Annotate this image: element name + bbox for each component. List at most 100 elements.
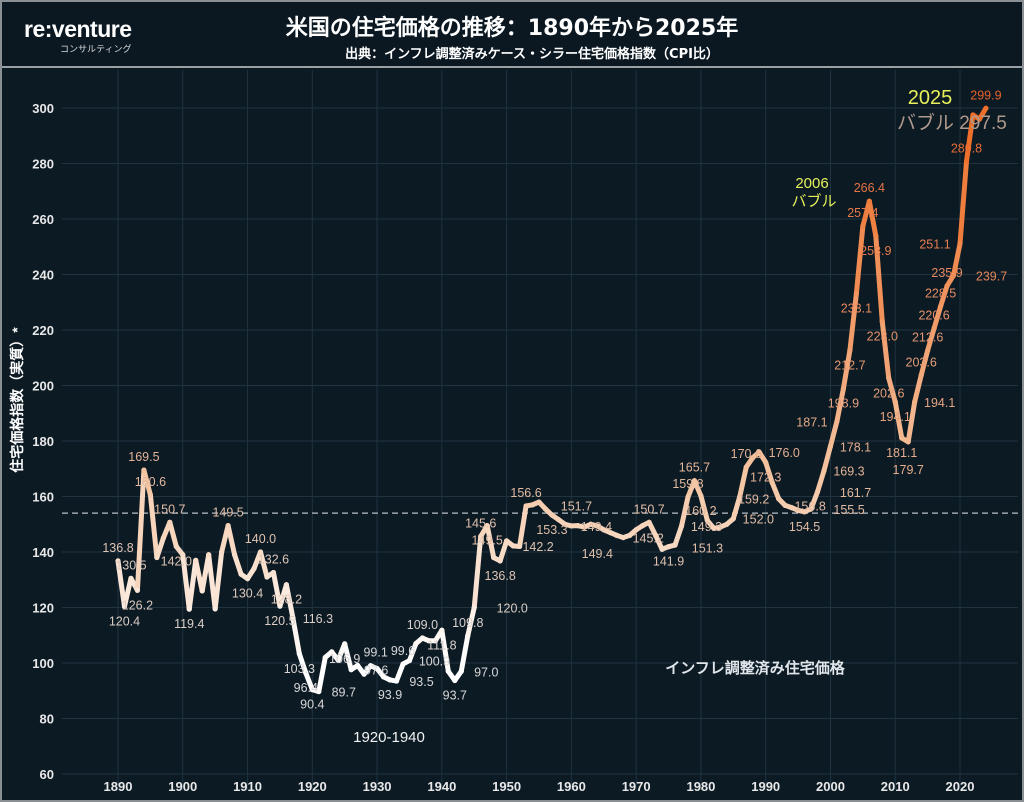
data-label: 97.6 [364,664,388,678]
data-point [368,663,374,669]
x-tick-label: 1980 [686,779,715,794]
data-point [963,158,970,164]
data-point [925,347,931,354]
data-label: 97.0 [474,665,498,679]
data-point [568,523,574,529]
line-segment [458,633,471,674]
line-segment [892,399,905,441]
data-point [491,554,497,561]
data-point [193,557,199,563]
data-point [439,627,445,633]
data-point [627,532,633,538]
data-point [167,519,173,525]
data-label: 141.9 [653,555,684,569]
line-segment [121,575,134,609]
line-segment [296,651,309,676]
data-point [419,635,426,641]
data-point [484,523,490,529]
data-point [121,603,128,609]
data-point [355,662,361,669]
line-segment [225,523,238,558]
data-point [866,198,872,204]
line-segment [497,538,510,564]
data-point [251,566,257,572]
x-tick-label: 1910 [233,779,262,794]
data-point [400,661,406,667]
data-label: 172.3 [750,470,781,484]
data-point [601,527,607,533]
y-tick-label: 120 [32,601,54,616]
data-point [290,615,296,621]
data-label: 136.8 [485,569,516,583]
data-point [581,524,587,530]
data-point [659,546,665,552]
data-label: 149.4 [581,520,612,534]
data-point [983,105,989,111]
line-segment [167,519,179,549]
line-segment [737,464,749,499]
line-segment [763,459,775,486]
line-segment [808,489,821,512]
data-point [860,223,866,229]
data-label: 96.4 [294,681,318,695]
line-segment [678,494,691,529]
line-segment [873,233,885,325]
line-segment [866,198,879,239]
line-segment [517,503,529,549]
data-point [542,506,549,512]
data-label: 120.5 [264,614,295,628]
data-point [154,554,160,561]
data-label: 161.7 [840,486,871,500]
data-label: 128.2 [271,593,302,607]
data-label: 99.1 [363,645,387,659]
data-label: 156.8 [794,499,825,513]
line-segment [691,478,704,499]
data-label: 179.7 [893,463,924,477]
data-point [685,494,691,500]
data-point [652,532,659,538]
data-point [633,527,639,533]
line-segment [147,492,160,561]
logo-subtitle: コンサルティング [60,45,132,55]
x-tick-label: 1950 [492,779,521,794]
logo: re:venture [24,16,132,42]
data-point [465,633,471,639]
data-point [206,552,212,558]
data-label: 149.5 [472,534,503,548]
data-label: 149.4 [582,547,613,561]
data-label: 150.7 [633,502,664,516]
data-label: 106.9 [329,652,360,666]
data-point [115,558,121,564]
data-point [717,524,723,530]
line-segment [290,615,302,657]
data-point [756,449,762,455]
data-label: 187.1 [796,415,827,429]
data-points [115,105,989,695]
data-label: 212.7 [834,358,865,372]
data-point [510,543,516,549]
data-labels: 136.8 120.4 130.5 126.2 169.5 160.6 150.7 142.0… [102,88,1007,711]
data-point [879,319,885,325]
line-segment [815,468,827,495]
data-point [257,549,264,555]
data-label: 251.1 [919,238,950,252]
data-label: 130.5 [115,558,146,572]
x-tick-label: 2000 [816,779,845,794]
data-point [549,512,555,518]
data-point [763,459,769,465]
data-point [646,519,652,525]
data-point [801,509,808,515]
data-label: 149.3 [691,520,722,534]
data-point [160,535,166,541]
line-segment [730,494,743,522]
data-point [724,521,730,527]
data-label: 257.4 [847,206,878,220]
axes: 1890 1900 1910 1920 1930 1940 1950 1960 1970 1980… [32,101,974,794]
data-point [614,532,620,538]
data-point [458,668,464,674]
data-point [562,521,568,527]
data-label: 136.8 [102,541,133,555]
x-tick-label: 1960 [557,779,586,794]
line-segment [925,325,937,354]
